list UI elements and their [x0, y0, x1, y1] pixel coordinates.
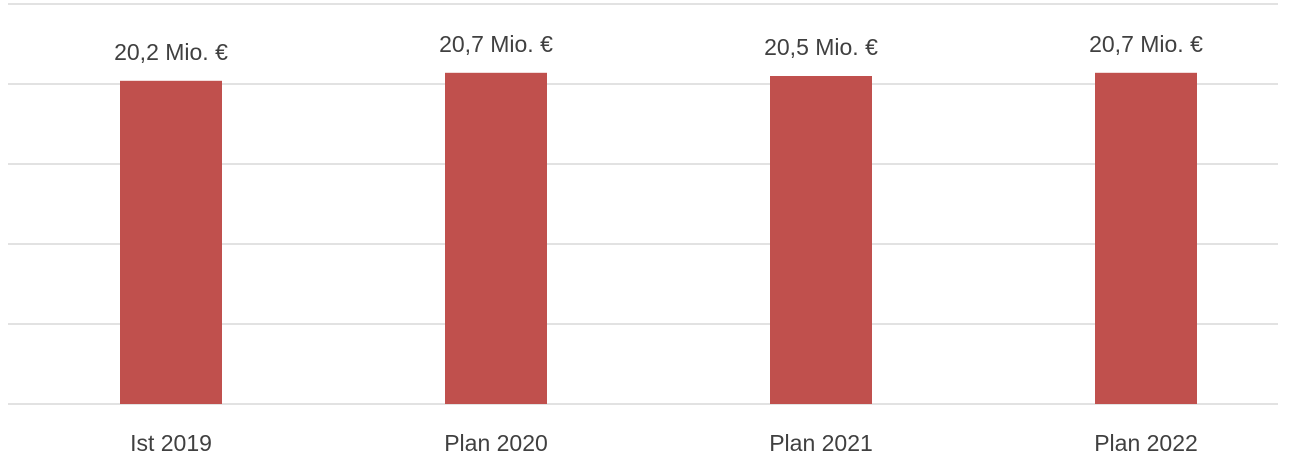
bar — [120, 80, 222, 405]
bar — [770, 76, 872, 404]
x-tick-label: Plan 2020 — [444, 430, 548, 456]
data-label: 20,5 Mio. € — [764, 34, 878, 60]
x-tick-label: Plan 2022 — [1094, 430, 1198, 456]
x-tick-label: Plan 2021 — [769, 430, 873, 456]
bar — [445, 72, 547, 405]
x-tick-label: Ist 2019 — [130, 430, 212, 456]
data-label: 20,2 Mio. € — [114, 39, 228, 65]
data-label: 20,7 Mio. € — [439, 31, 553, 57]
data-label: 20,7 Mio. € — [1089, 31, 1203, 57]
bar — [1095, 72, 1197, 405]
